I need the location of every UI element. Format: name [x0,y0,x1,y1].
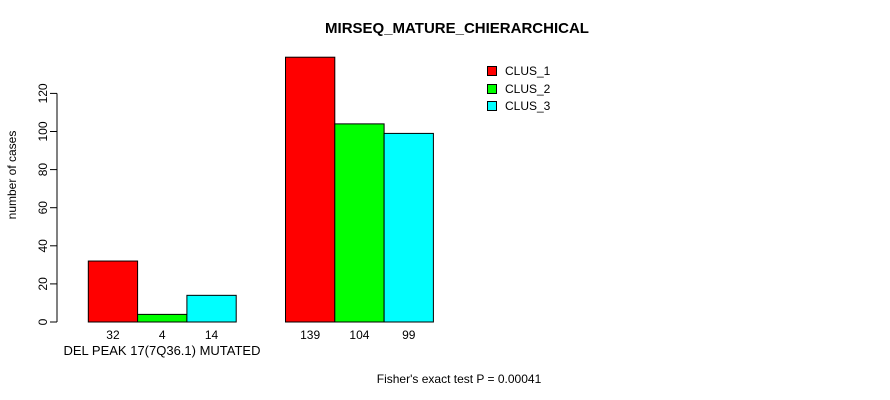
bar-clus_3-group2 [383,132,434,323]
y-tick-label: 20 [36,277,50,291]
bar-clus_1-group2 [285,56,336,323]
legend-swatch-clus2 [487,83,497,94]
bar-value-label: 104 [349,328,369,342]
y-axis-label: number of cases [5,130,19,220]
legend-label-clus2: CLUS_2 [505,81,551,96]
x-group-label: DEL PEAK 17(7Q36.1) MUTATED [63,343,261,358]
y-tick-label: 100 [36,121,50,141]
y-tick-label: 40 [36,239,50,253]
bar-value-label: 4 [159,328,166,342]
legend-label-clus1: CLUS_1 [505,63,551,78]
legend-item: CLUS_1 [487,62,550,80]
chart-title: MIRSEQ_MATURE_CHIERARCHICAL [325,20,589,37]
y-tick-label: 0 [36,318,50,325]
legend-item: CLUS_2 [487,80,550,98]
bar-value-label: 99 [402,328,416,342]
bar-clus_2-group1 [137,313,188,323]
bar-value-label: 14 [205,328,219,342]
bar-clus_2-group2 [334,123,385,323]
legend-label-clus3: CLUS_3 [505,99,551,114]
bar-clus_3-group1 [186,294,237,323]
bar-value-label: 139 [300,328,320,342]
legend-item: CLUS_3 [487,97,550,115]
y-tick-label: 80 [36,163,50,177]
fisher-test-annotation: Fisher's exact test P = 0.00041 [376,372,542,386]
legend-swatch-clus1 [487,65,497,76]
y-tick-label: 60 [36,201,50,215]
bar-value-label: 32 [106,328,120,342]
bar-clus_1-group1 [87,260,139,323]
legend-swatch-clus3 [487,101,497,112]
legend: CLUS_1 CLUS_2 CLUS_3 [487,62,550,115]
y-tick-label: 120 [36,83,50,103]
